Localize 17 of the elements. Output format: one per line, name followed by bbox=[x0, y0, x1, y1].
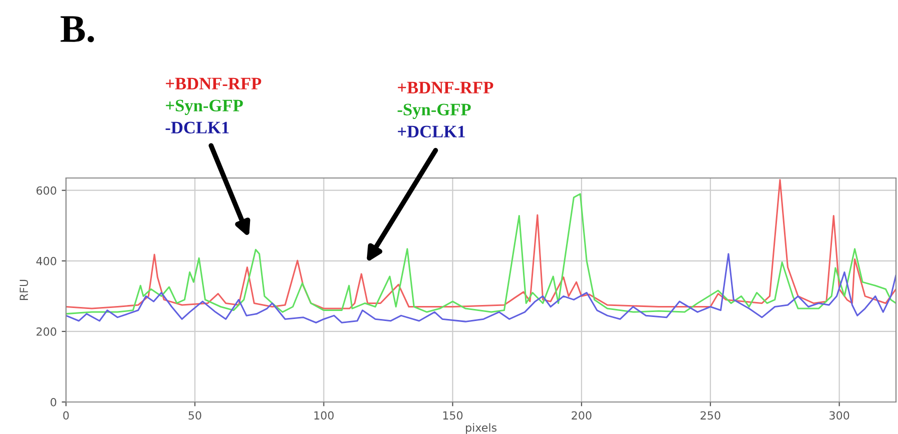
text: +BDNF-RFP +Syn-GFP -DCLK1 bbox=[166, 78, 262, 134]
x-tick-label: 0 bbox=[63, 411, 69, 420]
x-tick-label: 50 bbox=[188, 411, 202, 420]
y-tick-label: 600 bbox=[36, 186, 56, 195]
x-tick-label: 200 bbox=[572, 411, 592, 420]
x-tick-label: 250 bbox=[700, 411, 720, 420]
y-tick-label: 400 bbox=[36, 256, 56, 266]
text: +BDNF-RFP -Syn-GFP +DCLK1 bbox=[398, 82, 494, 138]
y-tick-label: 0 bbox=[50, 398, 56, 406]
x-tick-label: 100 bbox=[314, 411, 334, 420]
x-axis-title: pixels bbox=[466, 423, 496, 434]
x-tick-label: 150 bbox=[443, 411, 463, 420]
x-tick-label: 300 bbox=[830, 411, 850, 420]
y-axis-title: RFU bbox=[20, 280, 28, 300]
text: B. bbox=[60, 16, 94, 42]
y-tick-label: 200 bbox=[36, 327, 56, 336]
line-series bbox=[66, 253, 896, 324]
